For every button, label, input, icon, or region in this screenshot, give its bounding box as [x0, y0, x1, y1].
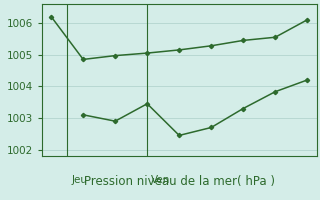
Text: Jeu: Jeu [71, 175, 87, 185]
Text: Ven: Ven [151, 175, 171, 185]
X-axis label: Pression niveau de la mer( hPa ): Pression niveau de la mer( hPa ) [84, 175, 275, 188]
